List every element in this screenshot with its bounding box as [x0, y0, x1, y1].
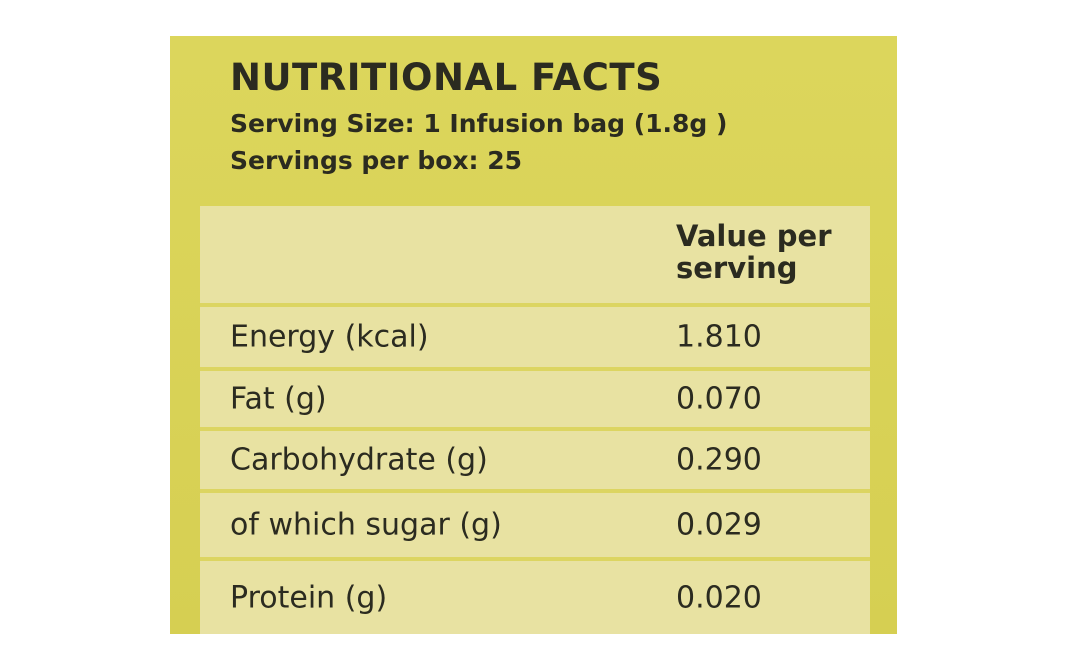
table-row-energy: Energy (kcal) 1.810 — [200, 307, 870, 371]
value-per-serving-header: Value per serving — [676, 219, 832, 285]
nutrient-name: Carbohydrate (g) — [230, 442, 488, 478]
nutrient-value: 1.810 — [676, 319, 762, 355]
nutrient-name: of which sugar (g) — [230, 507, 502, 543]
table-row-carbohydrate: Carbohydrate (g) 0.290 — [200, 431, 870, 493]
nutrient-value: 0.070 — [676, 381, 762, 417]
nutrient-value: 0.029 — [676, 507, 762, 543]
nutrition-label-panel: NUTRITIONAL FACTS Serving Size: 1 Infusi… — [170, 36, 897, 634]
nutrient-value: 0.290 — [676, 442, 762, 478]
table-row-sugar: of which sugar (g) 0.029 — [200, 493, 870, 561]
nutrition-table: Value per serving Energy (kcal) 1.810 Fa… — [200, 206, 870, 634]
nutrition-title: NUTRITIONAL FACTS — [230, 56, 663, 99]
nutrient-value: 0.020 — [676, 580, 762, 615]
nutrient-name: Fat (g) — [230, 381, 327, 417]
nutrient-name: Energy (kcal) — [230, 319, 429, 355]
table-row-protein: Protein (g) 0.020 — [200, 561, 870, 634]
table-header-row: Value per serving — [200, 206, 870, 307]
servings-per-box-text: Servings per box: 25 — [230, 146, 523, 175]
serving-size-text: Serving Size: 1 Infusion bag (1.8g ) — [230, 109, 728, 138]
nutrient-name: Protein (g) — [230, 580, 388, 615]
table-row-fat: Fat (g) 0.070 — [200, 371, 870, 431]
